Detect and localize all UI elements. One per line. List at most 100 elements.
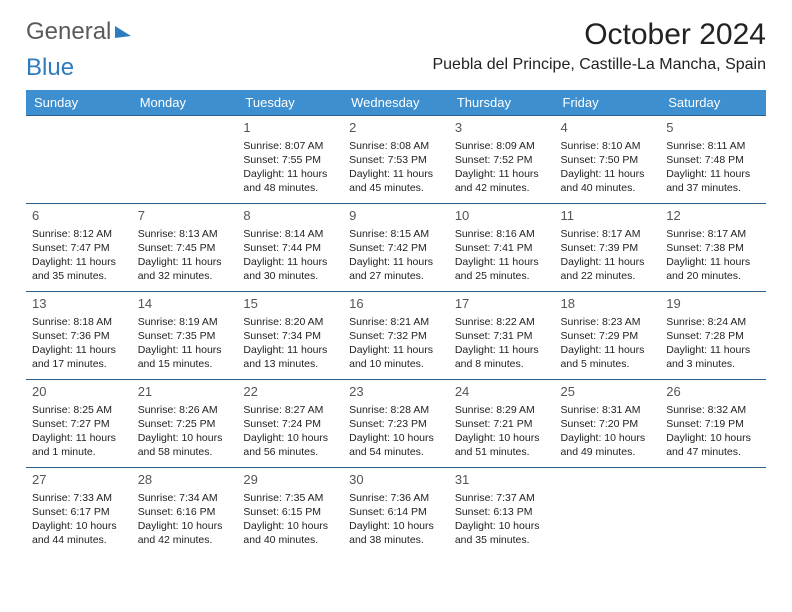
day-number: 29 <box>243 471 337 489</box>
calendar-day-cell: 6Sunrise: 8:12 AMSunset: 7:47 PMDaylight… <box>26 204 132 292</box>
calendar-week-row: 27Sunrise: 7:33 AMSunset: 6:17 PMDayligh… <box>26 468 766 556</box>
daylight-text: Daylight: 10 hours and 56 minutes. <box>243 431 337 459</box>
day-number: 11 <box>561 207 655 225</box>
daylight-text: Daylight: 11 hours and 17 minutes. <box>32 343 126 371</box>
calendar-day-cell: 20Sunrise: 8:25 AMSunset: 7:27 PMDayligh… <box>26 380 132 468</box>
sunset-text: Sunset: 7:25 PM <box>138 417 232 431</box>
sunset-text: Sunset: 7:28 PM <box>666 329 760 343</box>
day-number: 19 <box>666 295 760 313</box>
sunset-text: Sunset: 7:44 PM <box>243 241 337 255</box>
day-number: 28 <box>138 471 232 489</box>
sunset-text: Sunset: 7:55 PM <box>243 153 337 167</box>
calendar-day-cell: 19 Sunrise: 8:24 AMSunset: 7:28 PMDayligh… <box>660 292 766 380</box>
daylight-text: Daylight: 11 hours and 22 minutes. <box>561 255 655 283</box>
sunset-text: Sunset: 7:42 PM <box>349 241 443 255</box>
sunset-text: Sunset: 7:20 PM <box>561 417 655 431</box>
sunset-text: Sunset: 7:38 PM <box>666 241 760 255</box>
day-header: Friday <box>555 90 661 116</box>
day-number: 20 <box>32 383 126 401</box>
sunrise-text: Sunrise: 8:26 AM <box>138 403 232 417</box>
sunrise-text: Sunrise: 8:07 AM <box>243 139 337 153</box>
day-number: 21 <box>138 383 232 401</box>
sunrise-text: Sunrise: 8:29 AM <box>455 403 549 417</box>
daylight-text: Daylight: 11 hours and 3 minutes. <box>666 343 760 371</box>
calendar-day-cell: 29Sunrise: 7:35 AMSunset: 6:15 PMDayligh… <box>237 468 343 556</box>
sunrise-text: Sunrise: 7:36 AM <box>349 491 443 505</box>
daylight-text: Daylight: 10 hours and 44 minutes. <box>32 519 126 547</box>
sunrise-text: Sunrise: 8:19 AM <box>138 315 232 329</box>
daylight-text: Daylight: 11 hours and 8 minutes. <box>455 343 549 371</box>
calendar-day-cell: 24Sunrise: 8:29 AMSunset: 7:21 PMDayligh… <box>449 380 555 468</box>
day-number: 15 <box>243 295 337 313</box>
sunset-text: Sunset: 7:32 PM <box>349 329 443 343</box>
sunset-text: Sunset: 6:14 PM <box>349 505 443 519</box>
day-number: 6 <box>32 207 126 225</box>
calendar-day-cell: 16Sunrise: 8:21 AMSunset: 7:32 PMDayligh… <box>343 292 449 380</box>
day-number: 18 <box>561 295 655 313</box>
day-number: 3 <box>455 119 549 137</box>
daylight-text: Daylight: 10 hours and 49 minutes. <box>561 431 655 459</box>
calendar-day-cell: 4Sunrise: 8:10 AMSunset: 7:50 PMDaylight… <box>555 116 661 204</box>
calendar-day-cell: 9Sunrise: 8:15 AMSunset: 7:42 PMDaylight… <box>343 204 449 292</box>
calendar-week-row: 13Sunrise: 8:18 AMSunset: 7:36 PMDayligh… <box>26 292 766 380</box>
logo-word1: General <box>26 18 111 46</box>
day-number: 14 <box>138 295 232 313</box>
calendar-day-cell: 15 Sunrise: 8:20 AMSunset: 7:34 PMDayligh… <box>237 292 343 380</box>
sunrise-text: Sunrise: 8:17 AM <box>561 227 655 241</box>
daylight-text: Daylight: 11 hours and 40 minutes. <box>561 167 655 195</box>
sunrise-text: Sunrise: 8:18 AM <box>32 315 126 329</box>
calendar-body: 1 Sunrise: 8:07 AMSunset: 7:55 PM Daylight… <box>26 116 766 556</box>
sunrise-text: Sunrise: 8:16 AM <box>455 227 549 241</box>
daylight-text: Daylight: 11 hours and 15 minutes. <box>138 343 232 371</box>
sunrise-text: Sunrise: 8:12 AM <box>32 227 126 241</box>
day-number: 1 <box>243 119 337 137</box>
calendar-day-cell: 10Sunrise: 8:16 AMSunset: 7:41 PMDayligh… <box>449 204 555 292</box>
daylight-text: Daylight: 10 hours and 47 minutes. <box>666 431 760 459</box>
calendar-day-cell: 21 Sunrise: 8:26 AMSunset: 7:25 PMDayligh… <box>132 380 238 468</box>
sunset-text: Sunset: 7:36 PM <box>32 329 126 343</box>
calendar-empty-cell <box>660 468 766 556</box>
day-header-row: SundayMondayTuesdayWednesdayThursdayFrid… <box>26 90 766 116</box>
daylight-text: Daylight: 10 hours and 58 minutes. <box>138 431 232 459</box>
sunset-text: Sunset: 7:29 PM <box>561 329 655 343</box>
day-number: 24 <box>455 383 549 401</box>
sunset-text: Sunset: 6:13 PM <box>455 505 549 519</box>
calendar-day-cell: 8 Sunrise: 8:14 AMSunset: 7:44 PMDaylight… <box>237 204 343 292</box>
location: Puebla del Principe, Castille-La Mancha,… <box>432 56 766 74</box>
daylight-text: Daylight: 10 hours and 40 minutes. <box>243 519 337 547</box>
daylight-text: Daylight: 11 hours and 30 minutes. <box>243 255 337 283</box>
sunrise-text: Sunrise: 8:32 AM <box>666 403 760 417</box>
sunrise-text: Sunrise: 8:17 AM <box>666 227 760 241</box>
sunrise-text: Sunrise: 8:24 AM <box>666 315 760 329</box>
calendar-day-cell: 7Sunrise: 8:13 AMSunset: 7:45 PMDaylight… <box>132 204 238 292</box>
sunrise-text: Sunrise: 8:14 AM <box>243 227 337 241</box>
logo: General <box>26 18 131 46</box>
sunset-text: Sunset: 7:34 PM <box>243 329 337 343</box>
calendar-day-cell: 18Sunrise: 8:23 AMSunset: 7:29 PMDayligh… <box>555 292 661 380</box>
calendar-day-cell: 17Sunrise: 8:22 AMSunset: 7:31 PMDayligh… <box>449 292 555 380</box>
sunset-text: Sunset: 7:19 PM <box>666 417 760 431</box>
day-number: 9 <box>349 207 443 225</box>
sunset-text: Sunset: 7:45 PM <box>138 241 232 255</box>
sunset-text: Sunset: 6:16 PM <box>138 505 232 519</box>
sunset-text: Sunset: 7:52 PM <box>455 153 549 167</box>
daylight-text: Daylight: 10 hours and 42 minutes. <box>138 519 232 547</box>
calendar-day-cell: 22Sunrise: 8:27 AMSunset: 7:24 PMDayligh… <box>237 380 343 468</box>
calendar-day-cell: 14Sunrise: 8:19 AMSunset: 7:35 PMDayligh… <box>132 292 238 380</box>
calendar-day-cell: 28Sunrise: 7:34 AMSunset: 6:16 PMDayligh… <box>132 468 238 556</box>
day-number: 17 <box>455 295 549 313</box>
calendar-day-cell: 13Sunrise: 8:18 AMSunset: 7:36 PMDayligh… <box>26 292 132 380</box>
sunrise-text: Sunrise: 8:15 AM <box>349 227 443 241</box>
day-header: Sunday <box>26 90 132 116</box>
calendar-day-cell: 30Sunrise: 7:36 AMSunset: 6:14 PMDayligh… <box>343 468 449 556</box>
calendar-week-row: 20Sunrise: 8:25 AMSunset: 7:27 PMDayligh… <box>26 380 766 468</box>
sunrise-text: Sunrise: 8:09 AM <box>455 139 549 153</box>
daylight-text: Daylight: 11 hours and 32 minutes. <box>138 255 232 283</box>
sunrise-text: Sunrise: 8:20 AM <box>243 315 337 329</box>
day-number: 8 <box>243 207 337 225</box>
day-header: Saturday <box>660 90 766 116</box>
day-number: 26 <box>666 383 760 401</box>
daylight-text: Daylight: 11 hours and 45 minutes. <box>349 167 443 195</box>
daylight-text: Daylight: 10 hours and 51 minutes. <box>455 431 549 459</box>
daylight-text: Daylight: 11 hours and 13 minutes. <box>243 343 337 371</box>
